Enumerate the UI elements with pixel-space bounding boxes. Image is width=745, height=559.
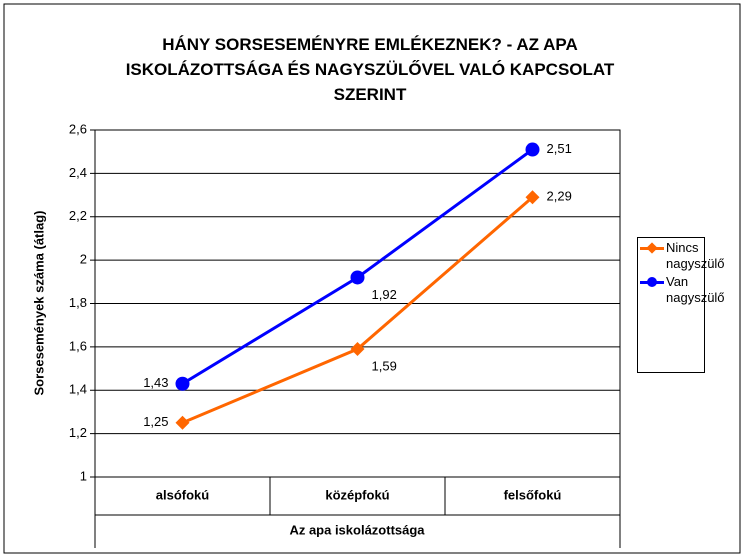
y-tick-label: 2 [80,252,87,267]
point-marker [350,270,365,285]
y-tick-label: 2,4 [69,165,87,180]
point-marker [175,376,190,391]
y-axis-label: Sorsesemények száma (átlag) [31,211,46,396]
y-tick-label: 1,2 [69,425,87,440]
legend-marker [646,242,658,254]
data-label: 2,51 [547,141,572,156]
y-tick-label: 2,2 [69,208,87,223]
x-tick-label: középfokú [325,487,389,502]
point-marker [525,142,540,157]
legend-marker [647,277,657,287]
data-label: 1,43 [143,375,168,390]
x-tick-label: felsőfokú [504,487,562,502]
legend-item: Nincs nagyszülő [638,240,725,272]
y-tick-label: 1,8 [69,295,87,310]
x-axis-label: Az apa iskolázottsága [289,522,425,537]
data-label: 2,29 [547,189,572,204]
legend: Nincs nagyszülő Van nagyszülő [637,237,725,373]
point-marker [350,342,365,357]
point-marker [175,415,190,430]
y-tick-label: 2,6 [69,121,87,136]
y-tick-label: 1 [80,468,87,483]
y-tick-label: 1,4 [69,382,87,397]
x-tick-label: alsófokú [156,487,210,502]
data-label: 1,59 [372,358,397,373]
data-label: 1,92 [372,287,397,302]
legend-label: Nincs nagyszülő [666,240,725,271]
point-marker [525,190,540,205]
legend-item: Van nagyszülő [638,274,725,306]
chart-title: HÁNY SORSESEMÉNYRE EMLÉKEZNEK? - AZ APA … [125,35,615,104]
legend-label: Van nagyszülő [666,274,725,305]
y-tick-label: 1,6 [69,338,87,353]
data-label: 1,25 [143,414,168,429]
